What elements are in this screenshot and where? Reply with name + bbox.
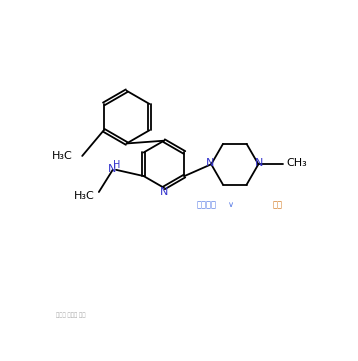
- Text: 化学品 化学式 价格: 化学品 化学式 价格: [56, 313, 85, 318]
- Text: CH₃: CH₃: [286, 158, 307, 169]
- Text: H₃C: H₃C: [74, 191, 95, 201]
- Text: 注册资金: 注册资金: [197, 200, 217, 209]
- Text: 产品: 产品: [273, 200, 283, 209]
- Text: N: N: [206, 158, 214, 168]
- Text: H: H: [113, 160, 120, 170]
- Text: N: N: [160, 187, 168, 197]
- Text: ∨: ∨: [228, 200, 234, 209]
- Text: H₃C: H₃C: [52, 151, 72, 161]
- Text: N: N: [255, 158, 264, 168]
- Text: N: N: [108, 164, 116, 174]
